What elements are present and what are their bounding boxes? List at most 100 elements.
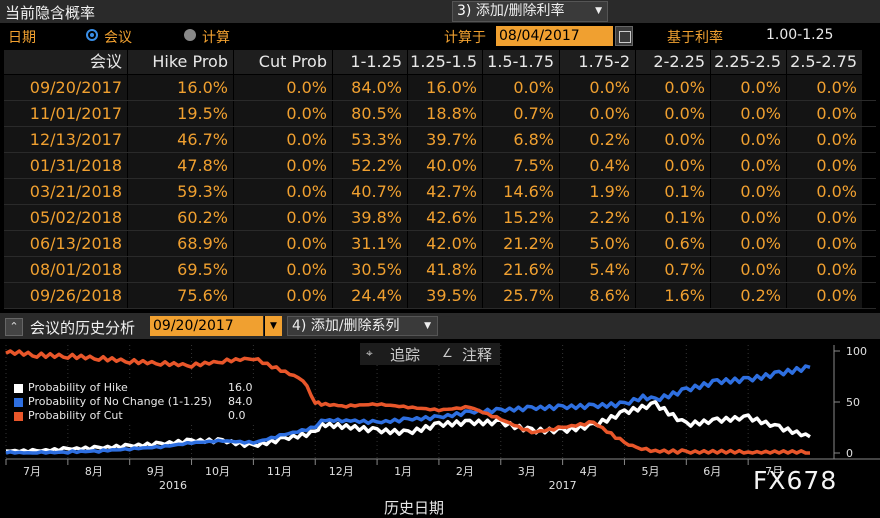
table-cell[interactable]: 31.1% — [333, 231, 407, 257]
meeting-date-cell[interactable]: 03/21/2018 — [4, 179, 127, 205]
table-cell[interactable]: 60.2% — [128, 205, 233, 231]
radio-calc[interactable] — [184, 29, 196, 41]
table-cell[interactable]: 1.6% — [636, 283, 710, 309]
table-cell[interactable]: 53.3% — [333, 127, 407, 153]
table-cell[interactable]: 68.9% — [128, 231, 233, 257]
column-header[interactable]: 2-2.25 — [636, 50, 710, 74]
table-cell[interactable]: 18.8% — [408, 101, 482, 127]
table-cell[interactable]: 52.2% — [333, 153, 407, 179]
table-cell[interactable]: 0.0% — [787, 101, 862, 127]
pencil-icon[interactable]: ∠ — [442, 346, 453, 360]
table-cell[interactable]: 0.0% — [787, 127, 862, 153]
radio-calc-label[interactable]: 计算 — [202, 30, 230, 46]
add-remove-series-dropdown[interactable]: 4) 添加/删除系列 ▼ — [287, 316, 438, 336]
table-cell[interactable]: 21.6% — [483, 257, 559, 283]
table-cell[interactable]: 2.2% — [560, 205, 635, 231]
table-cell[interactable]: 84.0% — [333, 75, 407, 101]
table-cell[interactable]: 0.1% — [636, 179, 710, 205]
annotate-button[interactable]: 注释 — [462, 346, 493, 364]
table-cell[interactable]: 0.0% — [636, 127, 710, 153]
table-cell[interactable]: 40.7% — [333, 179, 407, 205]
table-cell[interactable]: 0.0% — [711, 153, 786, 179]
table-cell[interactable]: 0.7% — [483, 101, 559, 127]
column-header[interactable]: Cut Prob — [234, 50, 332, 74]
table-cell[interactable]: 0.0% — [711, 179, 786, 205]
meeting-date-cell[interactable]: 11/01/2017 — [4, 101, 127, 127]
chevron-down-icon[interactable]: ▼ — [264, 316, 282, 336]
meeting-date-cell[interactable]: 06/13/2018 — [4, 231, 127, 257]
calendar-icon[interactable] — [615, 26, 633, 46]
table-cell[interactable]: 0.0% — [234, 127, 332, 153]
column-header[interactable]: 1.25-1.5 — [408, 50, 482, 74]
table-cell[interactable]: 19.5% — [128, 101, 233, 127]
table-cell[interactable]: 0.0% — [560, 101, 635, 127]
meeting-date-cell[interactable]: 09/26/2018 — [4, 283, 127, 309]
table-cell[interactable]: 0.0% — [234, 153, 332, 179]
meeting-date-cell[interactable]: 12/13/2017 — [4, 127, 127, 153]
table-cell[interactable]: 24.4% — [333, 283, 407, 309]
table-cell[interactable]: 80.5% — [333, 101, 407, 127]
meeting-date-cell[interactable]: 05/02/2018 — [4, 205, 127, 231]
table-cell[interactable]: 0.0% — [787, 283, 862, 309]
table-cell[interactable]: 0.0% — [711, 101, 786, 127]
table-cell[interactable]: 0.0% — [711, 231, 786, 257]
table-cell[interactable]: 5.0% — [560, 231, 635, 257]
table-cell[interactable]: 0.1% — [636, 205, 710, 231]
table-cell[interactable]: 0.0% — [787, 257, 862, 283]
table-cell[interactable]: 0.0% — [234, 101, 332, 127]
column-header[interactable]: 1.5-1.75 — [483, 50, 559, 74]
table-cell[interactable]: 25.7% — [483, 283, 559, 309]
table-cell[interactable]: 0.2% — [711, 283, 786, 309]
table-cell[interactable]: 46.7% — [128, 127, 233, 153]
calc-date-input[interactable]: 08/04/2017 — [496, 26, 613, 46]
table-cell[interactable]: 0.0% — [787, 179, 862, 205]
table-cell[interactable]: 8.6% — [560, 283, 635, 309]
column-header[interactable]: 会议 — [4, 50, 127, 74]
meeting-date-select[interactable]: 09/20/2017 — [150, 316, 263, 336]
table-cell[interactable]: 69.5% — [128, 257, 233, 283]
table-cell[interactable]: 0.4% — [560, 153, 635, 179]
table-cell[interactable]: 42.0% — [408, 231, 482, 257]
table-cell[interactable]: 0.0% — [234, 179, 332, 205]
table-cell[interactable]: 0.0% — [483, 75, 559, 101]
table-cell[interactable]: 21.2% — [483, 231, 559, 257]
collapse-icon[interactable]: ⌃ — [5, 318, 23, 336]
table-cell[interactable]: 0.0% — [787, 205, 862, 231]
table-cell[interactable]: 0.0% — [234, 75, 332, 101]
table-cell[interactable]: 39.8% — [333, 205, 407, 231]
table-cell[interactable]: 16.0% — [128, 75, 233, 101]
table-cell[interactable]: 39.5% — [408, 283, 482, 309]
table-cell[interactable]: 15.2% — [483, 205, 559, 231]
radio-meeting-label[interactable]: 会议 — [104, 30, 132, 46]
table-cell[interactable]: 0.0% — [560, 75, 635, 101]
meeting-date-cell[interactable]: 01/31/2018 — [4, 153, 127, 179]
table-cell[interactable]: 0.0% — [636, 101, 710, 127]
table-cell[interactable]: 42.7% — [408, 179, 482, 205]
table-cell[interactable]: 0.0% — [234, 231, 332, 257]
table-cell[interactable]: 0.0% — [234, 257, 332, 283]
table-cell[interactable]: 0.2% — [560, 127, 635, 153]
table-cell[interactable]: 1.9% — [560, 179, 635, 205]
table-cell[interactable]: 0.0% — [787, 231, 862, 257]
table-cell[interactable]: 0.0% — [234, 205, 332, 231]
table-cell[interactable]: 40.0% — [408, 153, 482, 179]
table-cell[interactable]: 14.6% — [483, 179, 559, 205]
table-cell[interactable]: 16.0% — [408, 75, 482, 101]
table-cell[interactable]: 0.0% — [711, 127, 786, 153]
table-cell[interactable]: 0.7% — [636, 257, 710, 283]
table-cell[interactable]: 0.0% — [711, 205, 786, 231]
radio-meeting[interactable] — [86, 29, 98, 41]
track-button[interactable]: 追踪 — [390, 346, 421, 364]
column-header[interactable]: 2.25-2.5 — [711, 50, 786, 74]
table-cell[interactable]: 7.5% — [483, 153, 559, 179]
add-remove-rates-dropdown[interactable]: 3) 添加/删除利率 ▼ — [452, 1, 608, 22]
table-cell[interactable]: 6.8% — [483, 127, 559, 153]
column-header[interactable]: 1-1.25 — [333, 50, 407, 74]
table-cell[interactable]: 39.7% — [408, 127, 482, 153]
table-cell[interactable]: 30.5% — [333, 257, 407, 283]
column-header[interactable]: Hike Prob — [128, 50, 233, 74]
table-cell[interactable]: 0.0% — [711, 75, 786, 101]
table-cell[interactable]: 0.0% — [711, 257, 786, 283]
table-cell[interactable]: 0.0% — [787, 153, 862, 179]
table-cell[interactable]: 42.6% — [408, 205, 482, 231]
